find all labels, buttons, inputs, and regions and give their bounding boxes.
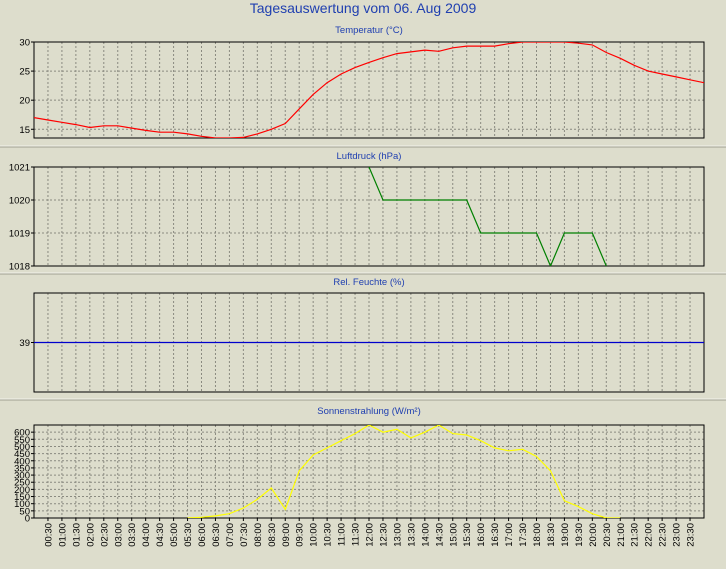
x-tick-label: 18:30 <box>546 523 557 547</box>
x-tick-label: 20:30 <box>602 523 613 547</box>
radiation-title: Sonnenstrahlung (W/m²) <box>317 406 420 417</box>
pressure-panel: Luftdruck (hPa) 1018 1019 1020 1021 <box>0 151 726 275</box>
radiation-panel: Sonnenstrahlung (W/m²) 050100150200250300… <box>14 406 705 525</box>
y-tick-label: 400 <box>14 456 30 467</box>
y-tick-label: 20 <box>19 96 30 107</box>
y-tick-label: 350 <box>14 463 30 474</box>
x-tick-label: 05:30 <box>183 523 194 547</box>
x-tick-label: 14:30 <box>434 523 445 547</box>
x-tick-label: 14:00 <box>420 523 431 547</box>
x-tick-label: 09:00 <box>281 523 292 547</box>
x-tick-label: 03:30 <box>127 523 138 547</box>
x-tick-label: 15:30 <box>462 523 473 547</box>
x-tick-label: 06:00 <box>197 523 208 547</box>
x-tick-label: 04:00 <box>141 523 152 547</box>
x-tick-label: 19:00 <box>560 523 571 547</box>
x-tick-label: 11:30 <box>351 523 362 546</box>
x-tick-label: 20:00 <box>588 523 599 547</box>
x-tick-label: 07:30 <box>239 523 250 547</box>
x-tick-label: 12:30 <box>378 523 389 547</box>
humidity-title: Rel. Feuchte (%) <box>333 277 404 288</box>
x-tick-label: 22:30 <box>658 523 669 547</box>
y-tick-label: 200 <box>14 485 30 496</box>
x-axis: 00:30 01:00 01:30 02:00 02:30 03:00 03:30 04:00… <box>43 518 697 547</box>
y-tick-label: 50 <box>19 506 30 517</box>
y-tick-label: 1020 <box>9 196 30 207</box>
y-tick-label: 450 <box>14 449 30 460</box>
radiation-series-line <box>187 425 621 518</box>
temperature-series-line <box>34 42 704 138</box>
x-tick-label: 10:30 <box>323 523 334 547</box>
x-tick-label: 02:00 <box>85 523 96 547</box>
y-tick-label: 550 <box>14 435 30 446</box>
y-tick-label: 39 <box>19 338 30 349</box>
x-tick-label: 00:30 <box>43 523 54 547</box>
page-title: Tagesauswertung vom 06. Aug 2009 <box>250 0 477 16</box>
x-tick-label: 17:30 <box>518 523 529 547</box>
chart-panels: Temperatur (°C) 15 20 25 30 Luftdruck (hPa) 10… <box>0 25 726 525</box>
x-tick-label: 13:30 <box>406 523 417 547</box>
x-tick-label: 11:00 <box>337 523 348 546</box>
x-tick-label: 07:00 <box>225 523 236 547</box>
x-tick-label: 08:00 <box>253 523 264 547</box>
temperature-panel: Temperatur (°C) 15 20 25 30 <box>0 25 726 148</box>
x-tick-label: 23:30 <box>686 523 697 547</box>
x-tick-label: 05:00 <box>169 523 180 547</box>
x-tick-label: 04:30 <box>155 523 166 547</box>
pressure-series-line <box>368 167 607 266</box>
x-tick-label: 16:30 <box>490 523 501 547</box>
y-tick-label: 300 <box>14 471 30 482</box>
x-tick-label: 01:30 <box>71 523 82 547</box>
x-tick-label: 06:30 <box>211 523 222 547</box>
y-tick-label: 1018 <box>9 262 30 273</box>
x-tick-label: 22:00 <box>644 523 655 547</box>
x-tick-label: 21:30 <box>630 523 641 547</box>
y-tick-label: 600 <box>14 428 30 439</box>
y-tick-label: 100 <box>14 499 30 510</box>
x-tick-label: 21:00 <box>616 523 627 547</box>
y-tick-label: 25 <box>19 67 30 78</box>
y-tick-label: 250 <box>14 478 30 489</box>
y-tick-label: 1021 <box>9 163 30 174</box>
x-tick-label: 08:30 <box>267 523 278 547</box>
temperature-title: Temperatur (°C) <box>335 25 403 36</box>
y-tick-label: 30 <box>19 38 30 49</box>
x-tick-label: 17:00 <box>504 523 515 547</box>
x-tick-label: 16:00 <box>476 523 487 547</box>
x-tick-label: 13:00 <box>392 523 403 547</box>
x-tick-label: 23:00 <box>672 523 683 547</box>
humidity-panel: Rel. Feuchte (%) 39 <box>0 277 726 401</box>
x-tick-label: 18:00 <box>532 523 543 547</box>
y-tick-label: 500 <box>14 442 30 453</box>
y-tick-label: 150 <box>14 492 30 503</box>
plot-frame <box>33 41 705 139</box>
x-tick-label: 09:30 <box>295 523 306 547</box>
x-tick-label: 02:30 <box>99 523 110 547</box>
y-tick-label: 1019 <box>9 229 30 240</box>
x-tick-label: 19:30 <box>574 523 585 547</box>
x-tick-label: 03:00 <box>113 523 124 547</box>
x-tick-label: 01:00 <box>57 523 68 547</box>
y-tick-label: 0 <box>25 514 30 525</box>
x-tick-label: 12:00 <box>365 523 376 547</box>
x-tick-label: 10:00 <box>309 523 320 547</box>
pressure-title: Luftdruck (hPa) <box>337 151 402 162</box>
y-tick-label: 15 <box>19 125 30 136</box>
x-tick-label: 15:00 <box>448 523 459 547</box>
